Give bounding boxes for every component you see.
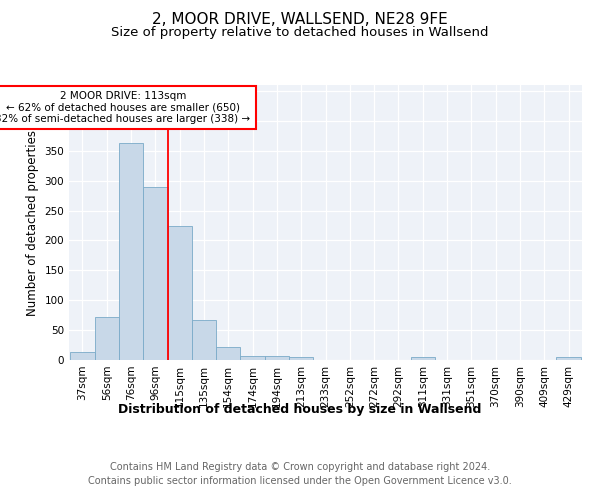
Bar	[241, 356, 265, 360]
Text: Distribution of detached houses by size in Wallsend: Distribution of detached houses by size …	[118, 402, 482, 415]
Text: Size of property relative to detached houses in Wallsend: Size of property relative to detached ho…	[111, 26, 489, 39]
Y-axis label: Number of detached properties: Number of detached properties	[26, 130, 39, 316]
Bar	[119, 143, 143, 360]
Bar	[556, 357, 581, 360]
Bar	[70, 352, 95, 360]
Bar	[265, 356, 289, 360]
Bar	[95, 317, 119, 360]
Text: Contains HM Land Registry data © Crown copyright and database right 2024.: Contains HM Land Registry data © Crown c…	[110, 462, 490, 472]
Bar	[216, 347, 241, 360]
Text: Contains public sector information licensed under the Open Government Licence v3: Contains public sector information licen…	[88, 476, 512, 486]
Text: 2, MOOR DRIVE, WALLSEND, NE28 9FE: 2, MOOR DRIVE, WALLSEND, NE28 9FE	[152, 12, 448, 28]
Text: 2 MOOR DRIVE: 113sqm
← 62% of detached houses are smaller (650)
32% of semi-deta: 2 MOOR DRIVE: 113sqm ← 62% of detached h…	[0, 91, 250, 124]
Bar	[167, 226, 192, 360]
Bar	[289, 357, 313, 360]
Bar	[192, 320, 216, 360]
Bar	[143, 187, 167, 360]
Bar	[410, 357, 435, 360]
